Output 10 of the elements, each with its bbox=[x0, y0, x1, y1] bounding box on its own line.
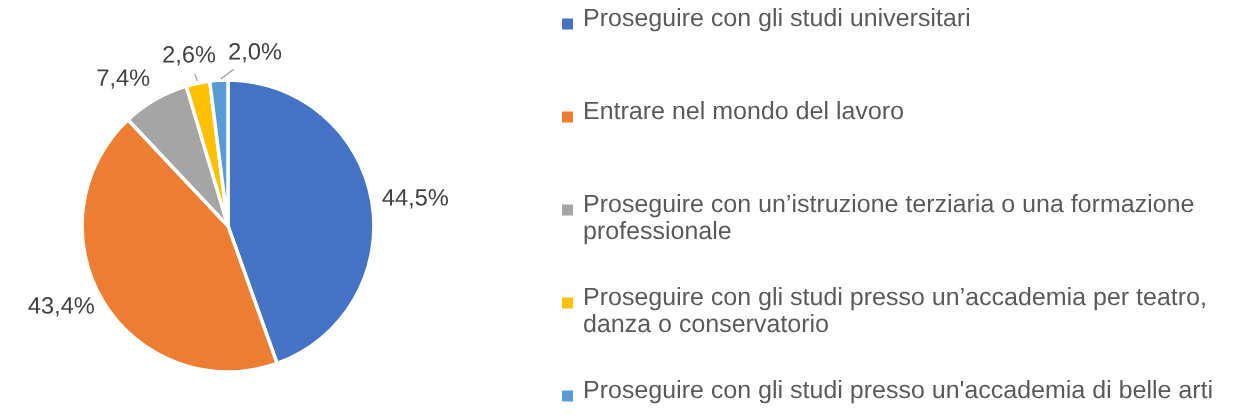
data-label: 43,4% bbox=[28, 297, 94, 317]
legend-label: Proseguire con gli studi presso un'accademia di belle arti bbox=[585, 380, 1212, 404]
legend-label: Proseguire con un’istruzione terziaria o una formazione professionale bbox=[584, 194, 1194, 245]
data-label: 2,6% bbox=[163, 45, 216, 66]
data-label: 7,4% bbox=[97, 69, 150, 89]
legend-label: Proseguire con gli studi presso un’accademia per teatro, danza o conservatorio bbox=[584, 287, 1205, 333]
legend-label: Entrare nel mondo del lavoro bbox=[585, 101, 903, 120]
data-label: 2,0% bbox=[229, 42, 282, 63]
data-label: 44,5% bbox=[382, 189, 448, 209]
legend-label: Proseguire con gli studi universitari bbox=[585, 8, 969, 32]
